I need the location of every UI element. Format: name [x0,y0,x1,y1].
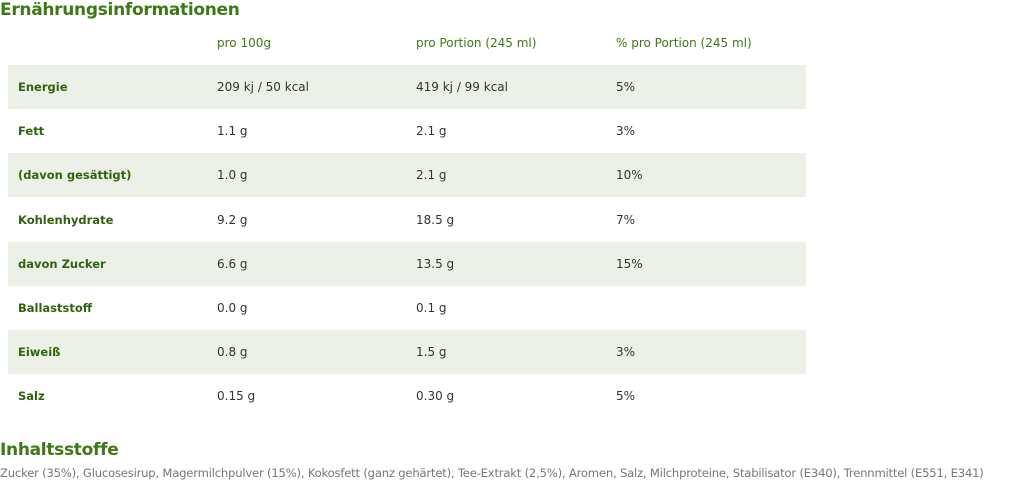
row-label: Salz [18,389,45,404]
table-row: Kohlenhydrate 9.2 g 18.5 g 7% [8,198,806,242]
table-row: Salz 0.15 g 0.30 g 5% [8,374,806,418]
row-label: Kohlenhydrate [18,212,114,227]
table-row: Fett 1.1 g 2.1 g 3% [8,109,806,153]
title: Ernährungsinformationen [0,0,240,20]
row-label: Fett [18,124,45,139]
table-cell: 7% [616,212,636,227]
table-row: (davon gesättigt) 1.0 g 2.1 g 10% [8,153,806,198]
table-cell: 1.1 g [217,124,248,139]
table-cell: 0.15 g [217,389,256,404]
table-cell: 10% [616,168,643,183]
table-cell: 209 kj / 50 kcal [217,80,309,94]
table-cell: 18.5 g [416,212,455,227]
table-cell: 3% [616,345,636,360]
table-cell: 2.1 g [416,124,447,139]
table-row: davon Zucker 6.6 g 13.5 g 15% [8,241,806,286]
section-title: Inhaltsstoffe [0,440,119,460]
row-label: (davon gesättigt) [18,168,132,183]
table-cell: 15% [616,256,643,271]
table-cell: 9.2 g [217,212,248,227]
table-cell: 2.1 g [416,168,447,183]
column-header: pro Portion (245 ml) [416,36,537,50]
table-cell: 0.1 g [416,301,447,315]
column-header: pro 100g [217,36,271,50]
table-cell: 0.30 g [416,389,455,404]
table-row: Eiweiß 0.8 g 1.5 g 3% [8,330,806,375]
table-cell: 13.5 g [416,256,455,271]
table-cell: 5% [616,389,636,404]
column-header: % pro Portion (245 ml) [616,36,752,50]
table-row: Ballaststoff 0.0 g 0.1 g [8,286,806,330]
table-cell: 0.0 g [217,301,248,315]
table-cell: 6.6 g [217,256,248,271]
table-cell: 0.8 g [217,345,248,360]
row-label: Eiweiß [18,345,61,360]
table-cell: 1.0 g [217,168,248,183]
row-label: Energie [18,80,68,94]
ingredients-text: Zucker (35%), Glucosesirup, Magermilchpu… [0,466,984,480]
row-label: davon Zucker [18,256,106,271]
row-label: Ballaststoff [18,301,93,315]
table-cell: 419 kj / 99 kcal [416,80,508,94]
table-cell: 5% [616,80,636,94]
table-cell: 3% [616,124,636,139]
table-row: Energie 209 kj / 50 kcal 419 kj / 99 kcal 5… [8,65,806,109]
table-cell: 1.5 g [416,345,447,360]
